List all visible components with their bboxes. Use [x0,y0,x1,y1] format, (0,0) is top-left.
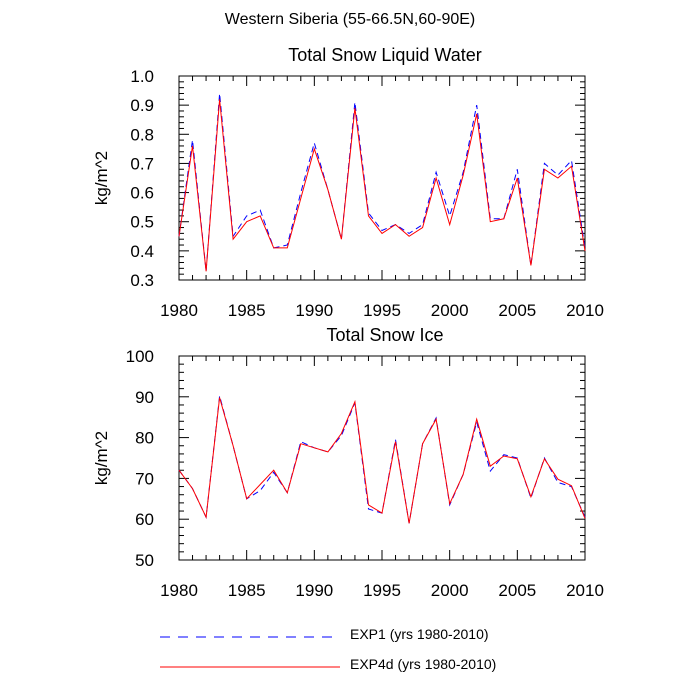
x-tick-label: 1980 [160,301,198,320]
plot-frame [178,355,586,561]
x-tick-label: 1990 [295,301,333,320]
x-tick-label: 1995 [363,581,401,600]
y-tick-label: 90 [135,388,154,407]
y-tick-label: 70 [135,469,154,488]
plot-frame [178,75,586,281]
x-tick-label: 1980 [160,581,198,600]
y-axis-label: kg/m^2 [92,151,111,205]
y-tick-label: 0.8 [130,125,154,144]
x-tick-label: 2000 [431,301,469,320]
x-tick-label: 2010 [566,301,604,320]
y-tick-label: 60 [135,510,154,529]
chart-panel-2: Total Snow Ice kg/m^2 1980 1985 1990 1995 2000… [92,325,604,600]
series-line-exp4d [178,397,586,524]
x-tick-label: 2010 [566,581,604,600]
legend-swatch-exp4d [160,666,340,668]
x-tick-label: 1985 [228,301,266,320]
y-tick-label: 0.3 [130,271,154,290]
chart-panel-1: Total Snow Liquid Water kg/m^2 1980 1985 199… [92,45,604,320]
y-tick-label: 50 [135,551,154,570]
chart-title: Total Snow Ice [326,325,443,345]
x-tick-label: 2005 [498,301,536,320]
x-tick-label: 1990 [295,581,333,600]
y-tick-label: 0.4 [130,242,154,261]
x-tick-label: 2000 [431,581,469,600]
x-tick-label: 2005 [498,581,536,600]
figure-title: Western Siberia (55-66.5N,60-90E) [224,11,476,28]
legend-label-exp4d: EXP4d (yrs 1980-2010) [350,656,497,672]
y-axis-label: kg/m^2 [92,431,111,485]
y-tick-label: 1.0 [130,67,154,86]
chart-title: Total Snow Liquid Water [288,45,481,65]
y-tick-label: 100 [126,347,154,366]
y-tick-label: 0.7 [130,154,154,173]
legend-item-exp1: EXP1 (yrs 1980-2010) [160,626,580,646]
x-tick-label: 1985 [228,581,266,600]
legend-label-exp1: EXP1 (yrs 1980-2010) [350,626,489,642]
y-tick-label: 0.5 [130,213,154,232]
legend-swatch-exp1 [160,636,340,638]
series-line-exp1 [178,93,586,272]
series-line-exp4d [178,99,586,272]
legend-item-exp4d: EXP4d (yrs 1980-2010) [160,656,580,676]
series-line-exp1 [178,395,586,524]
y-tick-label: 0.9 [130,96,154,115]
y-tick-label: 80 [135,429,154,448]
y-tick-label: 0.6 [130,184,154,203]
x-tick-label: 1995 [363,301,401,320]
